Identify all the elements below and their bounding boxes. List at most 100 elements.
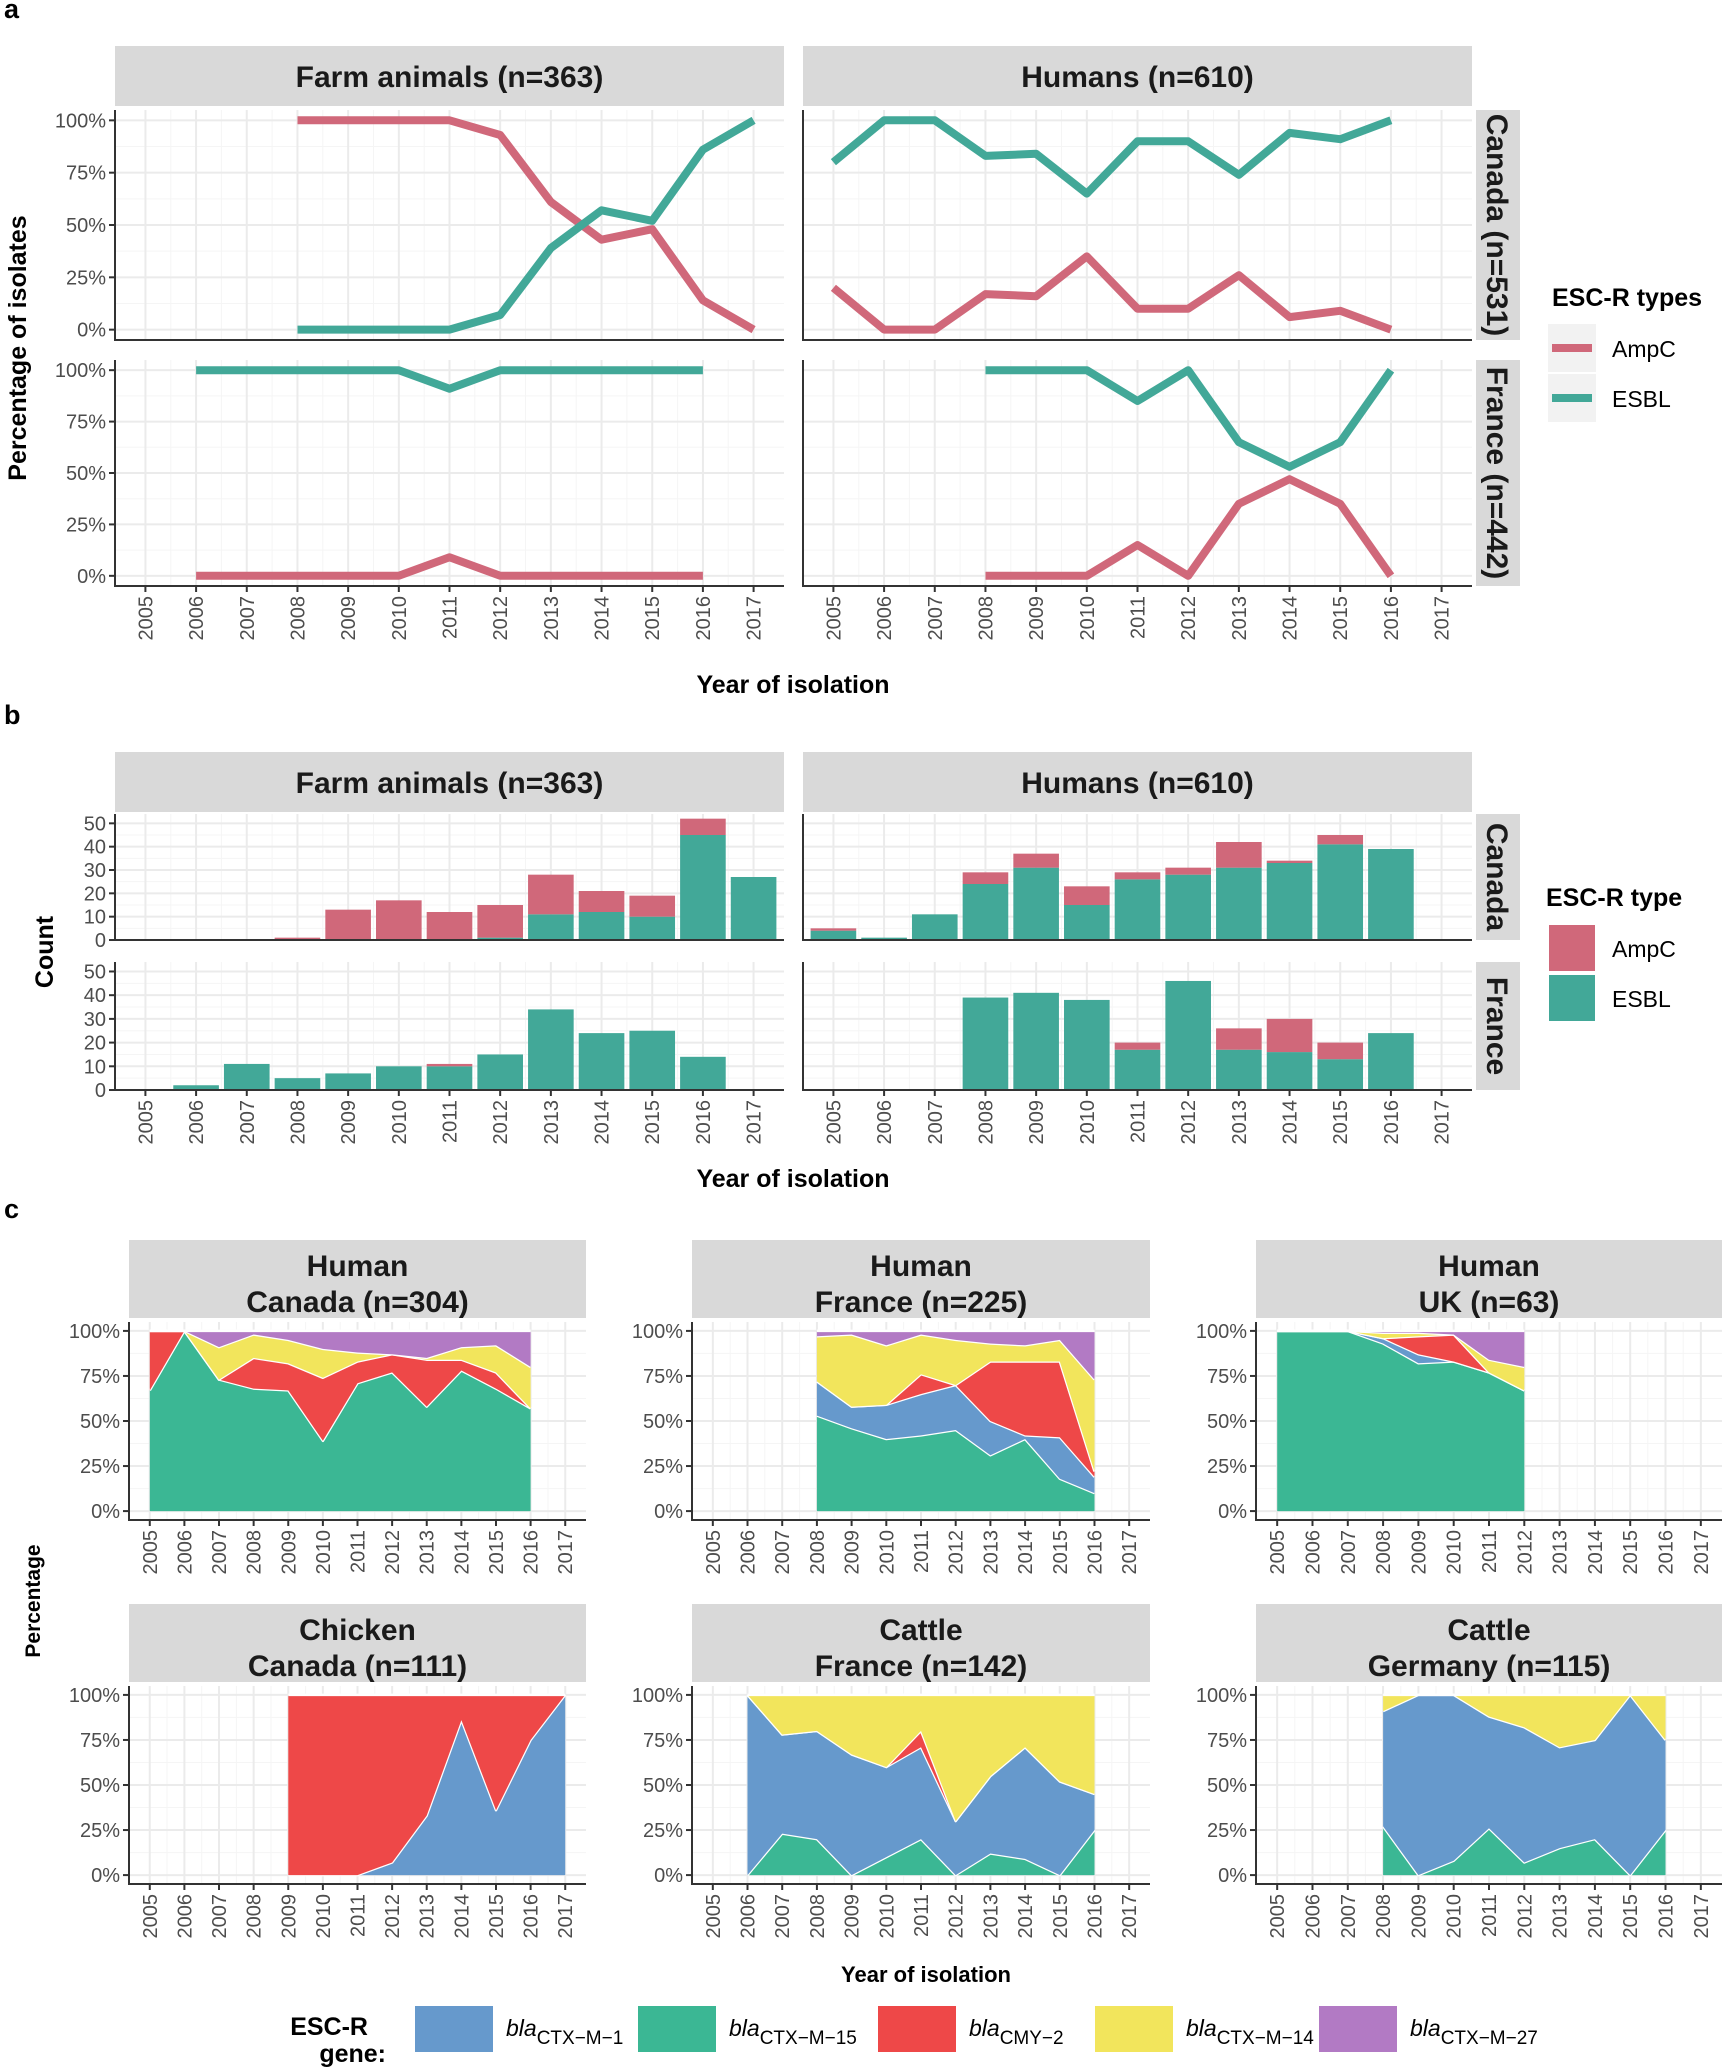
x-tick-label: 2010 [313, 1894, 335, 1939]
bar-esbl [629, 1030, 676, 1090]
y-tick-label: 0 [95, 1080, 106, 1102]
x-tick-label: 2011 [911, 1530, 933, 1573]
bar-esbl [1064, 905, 1110, 940]
x-tick-label: 2007 [772, 1530, 794, 1575]
x-tick-label: 2007 [925, 1100, 947, 1145]
x-tick-label: 2015 [642, 596, 664, 641]
legend-item-label: blaCTX−M−14 [1186, 2015, 1314, 2049]
x-tick-label: 2009 [278, 1894, 300, 1939]
y-tick-label: 75% [66, 163, 106, 185]
bar-ampc [1114, 1042, 1161, 1050]
x-tick-label: 2015 [1050, 1894, 1072, 1939]
bar-esbl [1216, 867, 1262, 940]
x-tick-label: 2009 [1026, 596, 1048, 641]
y-tick-label: 40 [84, 837, 106, 859]
y-tick-label: 100% [1196, 1685, 1247, 1707]
y-tick-label: 50% [66, 463, 106, 485]
facet-strip [1256, 1604, 1722, 1682]
y-tick-label: 25% [643, 1456, 683, 1478]
x-tick-label: 2014 [592, 596, 614, 641]
x-tick-label: 2010 [1077, 596, 1099, 641]
x-tick-label: 2017 [744, 1100, 766, 1145]
legend-item-prefix: bla [729, 2015, 760, 2041]
x-tick-label: 2007 [209, 1894, 231, 1939]
y-tick-label: 50% [643, 1775, 683, 1797]
facet-strip-line2: Canada (n=304) [246, 1286, 469, 1319]
x-tick-label: 2013 [541, 596, 563, 641]
bar-esbl [1216, 1049, 1262, 1090]
x-tick-label: 2007 [1338, 1894, 1360, 1939]
y-tick-label: 50% [66, 215, 106, 237]
x-tick-label: 2013 [1229, 596, 1251, 641]
x-tick-label: 2006 [174, 1894, 196, 1939]
bar-esbl [1266, 863, 1313, 940]
legend-item-label: blaCTX−M−1 [506, 2015, 623, 2049]
x-tick-label: 2014 [1585, 1530, 1607, 1575]
x-tick-label: 2012 [1178, 1100, 1200, 1145]
x-tick-label: 2015 [1620, 1894, 1642, 1939]
bar-ampc [528, 874, 574, 915]
x-tick-label: 2010 [1444, 1530, 1466, 1575]
bar-esbl [629, 916, 676, 940]
bar-esbl [1114, 879, 1161, 940]
line-series-esbl [297, 116, 756, 334]
x-tick-label: 2015 [642, 1100, 664, 1145]
legend-item-prefix: bla [506, 2015, 537, 2041]
panel-letter-b: b [4, 700, 21, 730]
x-tick-label: 2016 [521, 1530, 543, 1575]
x-tick-label: 2007 [237, 596, 259, 641]
y-axis-title: Percentage of isolates [4, 215, 32, 480]
y-tick-label: 50 [84, 961, 106, 983]
bar-esbl [274, 1078, 321, 1090]
area-ctx-m-27 [816, 1330, 1095, 1380]
legend-key-ctx-m-27 [1317, 2004, 1399, 2054]
y-tick-label: 50% [80, 1775, 120, 1797]
x-tick-label: 2010 [1444, 1894, 1466, 1939]
y-tick-label: 100% [55, 110, 106, 132]
area-ctx-m-15 [1383, 1826, 1666, 1876]
facet-strip-line2: Germany (n=115) [1368, 1650, 1611, 1683]
x-tick-label: 2016 [1381, 1100, 1403, 1145]
bar-ampc [1216, 842, 1262, 868]
legend-item-subscript: CTX−M−14 [1217, 2028, 1315, 2049]
x-tick-label: 2014 [1280, 1100, 1302, 1145]
bar-esbl [962, 884, 1009, 940]
bar-esbl [1165, 874, 1211, 940]
facet-strip-line1: Cattle [879, 1614, 962, 1647]
y-tick-label: 75% [80, 1730, 120, 1752]
bar-ampc [1266, 860, 1313, 863]
area-ctx-m-14 [816, 1334, 1095, 1472]
legend-item-label: AmpC [1612, 336, 1676, 362]
bar-esbl [1317, 1059, 1364, 1090]
x-tick-label: 2005 [703, 1894, 725, 1939]
y-axis-title: Count [31, 915, 59, 988]
bar-esbl [223, 1063, 270, 1090]
y-tick-label: 75% [66, 412, 106, 434]
y-tick-label: 0% [654, 1501, 683, 1523]
x-tick-label: 2015 [486, 1894, 508, 1939]
bar-ampc [1266, 1018, 1313, 1053]
x-tick-label: 2010 [389, 1100, 411, 1145]
y-tick-label: 100% [632, 1685, 683, 1707]
x-tick-label: 2005 [823, 1100, 845, 1145]
legend-item-label: blaCTX−M−27 [1410, 2015, 1538, 2049]
x-tick-label: 2006 [738, 1894, 760, 1939]
y-tick-label: 10 [84, 907, 106, 929]
legend-item-label: blaCMY−2 [969, 2015, 1064, 2049]
bar-esbl [376, 1066, 422, 1090]
facet-strip-line1: Chicken [299, 1614, 416, 1647]
x-tick-label: 2008 [244, 1894, 266, 1939]
legend-a: ESC-R types AmpC ESBL [1548, 284, 1702, 422]
y-tick-label: 40 [84, 985, 106, 1007]
x-tick-label: 2010 [1077, 1100, 1099, 1145]
line-series-ampc [297, 116, 756, 334]
y-tick-label: 50% [643, 1411, 683, 1433]
facet-strip-line1: Human [1438, 1250, 1540, 1283]
bar-esbl [477, 937, 523, 940]
facet-strip-line1: Cattle [1447, 1614, 1530, 1647]
x-tick-label: 2009 [338, 596, 360, 641]
bar-ampc [477, 905, 523, 938]
bar-ampc [1216, 1028, 1262, 1050]
x-tick-label: 2010 [876, 1894, 898, 1939]
x-tick-label: 2016 [1381, 596, 1403, 641]
